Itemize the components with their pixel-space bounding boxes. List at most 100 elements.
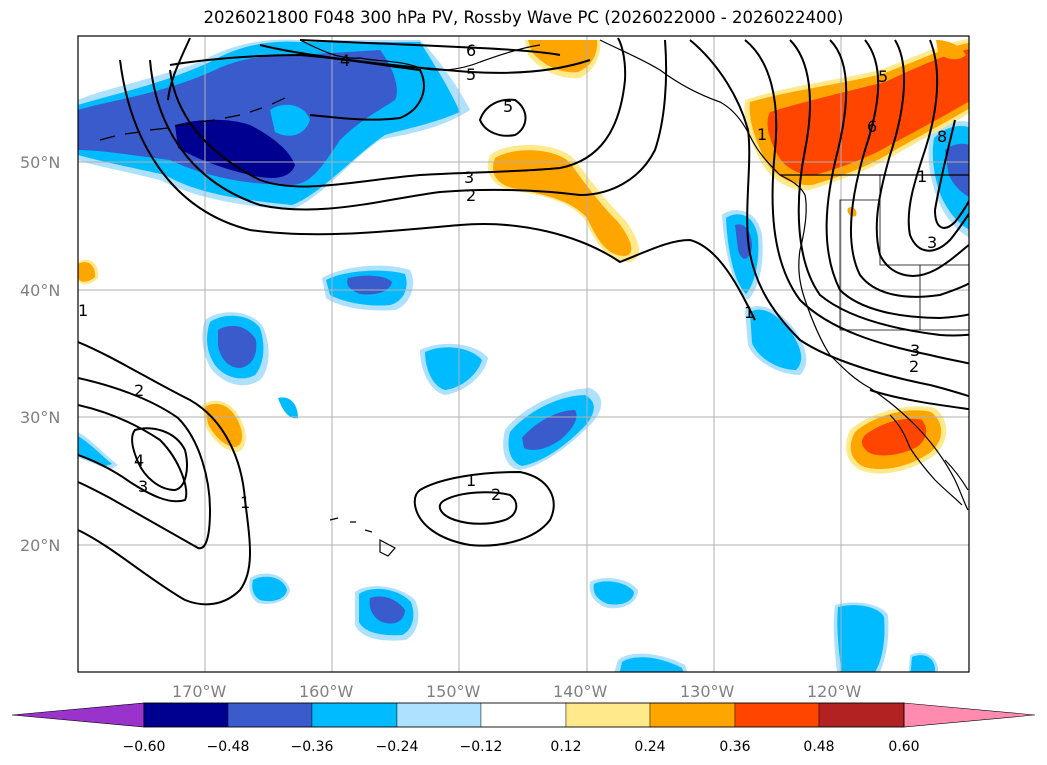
colorbar-tick: −0.60	[123, 739, 166, 755]
contour-ridge-9	[933, 119, 969, 229]
colorbar-tick: −0.24	[376, 739, 419, 755]
contour-5-north	[259, 44, 591, 74]
contour-east-low-1	[869, 389, 969, 411]
contour-label: 3	[138, 477, 148, 496]
contour-4	[169, 53, 425, 121]
aleutian-chain	[99, 97, 286, 141]
pos-anomaly-pacific-orange	[493, 150, 632, 256]
neg-anomaly-j-mid	[837, 605, 885, 672]
neg-anomaly-north-pacific-cyan	[270, 104, 310, 136]
contour-label: 4	[340, 51, 350, 70]
neg-anomaly-h-mid	[593, 581, 634, 605]
contour-2	[149, 39, 668, 211]
neg-anomaly-n-in	[945, 143, 969, 197]
contour-sw-1	[78, 341, 251, 606]
contour-label: 1	[744, 303, 754, 322]
lat-label: 30°N	[20, 408, 60, 427]
contour-ridge-8	[907, 39, 969, 252]
contour-sw-3	[78, 404, 188, 503]
colorbar-tick: 0.48	[803, 739, 834, 755]
contour-label: 2	[491, 485, 501, 504]
contour-label: 5	[466, 65, 476, 84]
colorbar-seg	[734, 702, 820, 728]
contour-label: 6	[867, 117, 877, 136]
lat-label: 50°N	[20, 153, 60, 172]
colorbar-seg	[311, 702, 398, 728]
colorbar-tick: −0.48	[207, 739, 250, 755]
contour-label: 2	[134, 381, 144, 400]
colorbar-tick: 0.24	[634, 739, 665, 755]
neg-anomaly-north-blue2	[250, 58, 290, 77]
colorbar-tick: 0.60	[888, 739, 919, 755]
colorbar-seg	[649, 702, 736, 728]
neg-anomaly-k-mid	[619, 657, 684, 672]
contour-5-loop	[478, 98, 527, 137]
contour-label: 3	[464, 168, 474, 187]
contour-ridge-3	[789, 39, 969, 337]
contour-ridge-5	[849, 39, 969, 298]
contour-label: 2	[466, 186, 476, 205]
contours	[78, 37, 969, 606]
neg-anomaly-d-in	[522, 410, 577, 450]
contour-ridge-4	[825, 39, 969, 320]
baja-coast	[889, 414, 963, 506]
colorbar-seg	[396, 702, 482, 728]
contour-label: 6	[466, 41, 476, 60]
lon-label: 160°W	[299, 682, 354, 701]
contour-sw-2	[78, 377, 212, 550]
contour-label: 1	[240, 493, 250, 512]
colorbar-seg	[227, 702, 313, 728]
map-frame	[77, 35, 970, 673]
shaded-anomalies	[78, 38, 969, 672]
pos-anomaly-top2	[936, 40, 966, 60]
neg-anomaly-f-mid	[750, 309, 802, 370]
pos-anomaly-west-orange	[205, 403, 243, 447]
neg-anomaly-g-in	[369, 596, 405, 624]
plot-title: 2026021800 F048 300 hPa PV, Rossby Wave …	[203, 8, 844, 27]
contour-central-2	[438, 491, 518, 525]
lon-axis: 170°W 160°W 150°W 140°W 130°W 120°W	[172, 682, 862, 701]
pos-anomaly-gulf-red	[767, 49, 969, 176]
neg-anomaly-l-mid	[910, 655, 935, 672]
colorbar: −0.60 −0.48 −0.36 −0.24 −0.12 0.12 0.24 …	[11, 702, 1036, 755]
contour-label: 3	[910, 341, 920, 360]
colorbar-extend-low	[11, 702, 145, 728]
colorbar-extend-high	[903, 702, 1036, 728]
lon-label: 120°W	[807, 682, 862, 701]
pos-anomaly-west2-orange	[78, 262, 96, 282]
contour-sw-4	[131, 427, 188, 492]
colorbar-tick: −0.36	[291, 739, 334, 755]
neg-anomaly-c-mid	[425, 347, 482, 390]
contour-label: 3	[927, 233, 937, 252]
lat-label: 40°N	[20, 281, 60, 300]
contour-ridge-2	[744, 39, 969, 365]
neg-anomaly-north-pacific-blue	[78, 50, 397, 185]
contour-label: 5	[503, 97, 513, 116]
state-lines	[839, 175, 969, 331]
contour-3	[169, 37, 627, 188]
colorbar-frame	[143, 702, 905, 728]
colorbar-tick: −0.12	[460, 739, 503, 755]
colorbar-seg	[143, 702, 229, 728]
neg-anomaly-b2	[278, 397, 298, 419]
lon-label: 170°W	[172, 682, 227, 701]
mexico-coast	[944, 459, 969, 491]
colorbar-tick: 0.36	[719, 739, 750, 755]
contour-ridge-6	[875, 39, 969, 277]
lon-label: 140°W	[553, 682, 608, 701]
colorbar-seg	[818, 702, 905, 728]
pos-anomaly-baja-red	[861, 418, 927, 456]
contour-label: 1	[757, 125, 767, 144]
colorbar-tick: 0.12	[550, 739, 581, 755]
neg-anomaly-i-mid	[252, 576, 287, 602]
lat-label: 20°N	[20, 536, 60, 555]
contour-label: 5	[878, 67, 888, 86]
contour-label: 2	[909, 357, 919, 376]
pos-anomaly-top-orange	[528, 40, 598, 73]
colorbar-seg	[480, 702, 567, 728]
lon-label: 130°W	[680, 682, 735, 701]
colorbar-seg	[565, 702, 651, 728]
contour-label: 8	[937, 127, 947, 146]
lat-axis: 50°N 40°N 30°N 20°N	[20, 153, 60, 555]
neg-anomaly-m	[78, 432, 118, 470]
